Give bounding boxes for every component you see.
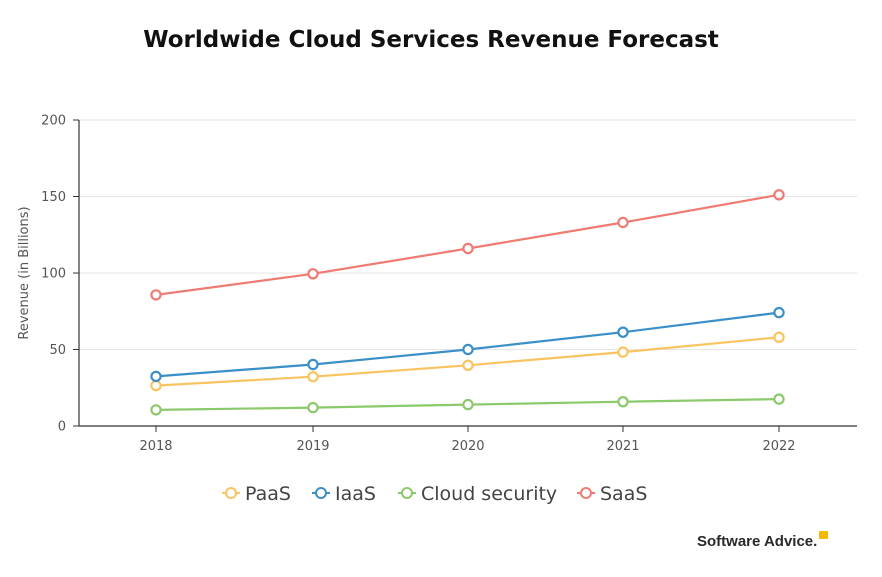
x-tick-label: 2021 [606, 439, 639, 454]
data-point [307, 371, 319, 383]
data-point [773, 306, 785, 319]
data-point [307, 358, 319, 371]
legend-label: SaaS [600, 483, 647, 505]
legend-item: SaaS [577, 483, 647, 505]
legend-label: Cloud security [421, 483, 557, 505]
chart-title: Worldwide Cloud Services Revenue Forecas… [143, 27, 719, 53]
data-point [150, 370, 162, 383]
series-saas [150, 189, 785, 301]
data-point [617, 346, 629, 358]
legend-item: Cloud security [398, 483, 557, 505]
y-tick-label: 200 [41, 114, 66, 129]
legend-swatch-marker [315, 487, 327, 499]
legend: PaaS IaaS Cloud security SaaS [222, 483, 647, 505]
data-point [462, 343, 474, 356]
x-tick-label: 2019 [296, 439, 329, 454]
data-point [462, 359, 474, 371]
series-lines [150, 189, 785, 416]
data-point [462, 398, 474, 411]
data-point [462, 242, 474, 255]
x-tick-label: 2020 [451, 439, 484, 454]
y-axis-title: Revenue (in Billions) [17, 206, 32, 339]
legend-label: PaaS [245, 483, 291, 505]
speech-bubble-icon [819, 531, 829, 539]
data-point [617, 326, 629, 338]
data-point [773, 189, 785, 201]
data-point [617, 216, 629, 229]
legend-swatch-marker [580, 487, 592, 499]
brand-text: Software Advice. [697, 533, 818, 550]
data-point [307, 401, 319, 414]
series-paas [150, 331, 785, 392]
data-point [150, 404, 162, 416]
data-point [307, 268, 319, 280]
y-tick-label: 100 [41, 267, 66, 282]
data-point [773, 331, 785, 343]
series-iaas [150, 306, 785, 383]
y-tick-label: 150 [41, 190, 66, 205]
data-point [773, 393, 785, 405]
x-tick-label: 2022 [762, 439, 795, 454]
x-tick-label: 2018 [139, 439, 172, 454]
legend-item: IaaS [312, 483, 376, 505]
y-tick-label: 50 [49, 343, 66, 358]
data-point [150, 289, 162, 301]
grid-lines [79, 119, 857, 350]
software-advice-logo: Software Advice. [697, 531, 829, 550]
legend-item: PaaS [222, 483, 291, 505]
legend-swatch-marker [401, 487, 413, 499]
series-cloud-security [150, 393, 785, 416]
data-point [150, 379, 162, 392]
axes: 0 50 100 150 200 2018 2019 2020 2021 2022 Revenue … [17, 114, 857, 454]
legend-label: IaaS [335, 483, 376, 505]
y-tick-label: 0 [58, 420, 66, 435]
legend-swatch-marker [225, 487, 237, 499]
data-point [617, 396, 629, 408]
